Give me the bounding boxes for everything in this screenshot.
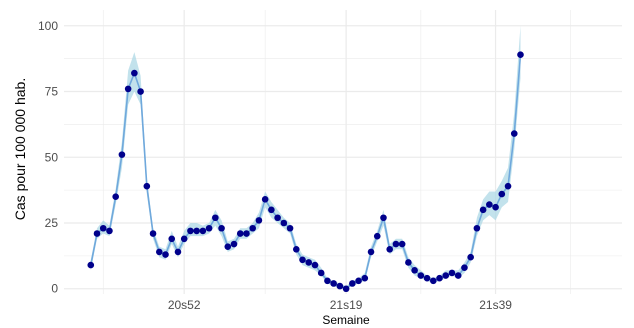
data-point [168, 235, 176, 243]
data-point [498, 190, 506, 198]
data-points [87, 51, 524, 293]
data-point [99, 224, 107, 232]
data-point [486, 201, 493, 208]
data-point [174, 248, 182, 256]
x-axis-title: Semaine [322, 313, 370, 327]
data-point [224, 243, 232, 250]
data-point [367, 248, 375, 256]
data-point [87, 261, 95, 269]
data-point [517, 51, 524, 59]
data-point [430, 277, 437, 285]
data-point [261, 196, 269, 203]
data-point [292, 245, 300, 253]
data-point [274, 214, 281, 222]
data-point [448, 269, 456, 277]
data-point [355, 277, 362, 285]
data-point [436, 274, 443, 282]
data-point [243, 230, 250, 237]
data-point [386, 245, 394, 253]
y-tick-label: 75 [45, 85, 59, 99]
data-point [280, 219, 288, 227]
data-point [137, 88, 144, 95]
x-tick-label: 21s19 [330, 298, 363, 312]
data-point [479, 206, 487, 214]
data-point [118, 151, 126, 158]
data-point [361, 274, 369, 282]
data-point [467, 253, 474, 261]
data-point [299, 256, 306, 264]
y-tick-label: 100 [38, 19, 58, 33]
data-point [349, 280, 356, 287]
x-tick-label: 20s52 [168, 298, 201, 312]
y-tick-label: 0 [51, 282, 58, 296]
data-point [112, 193, 119, 201]
data-point [249, 224, 256, 232]
data-point [510, 130, 518, 137]
data-point [461, 264, 468, 272]
data-point [218, 224, 225, 232]
data-point [255, 217, 263, 224]
data-point [193, 227, 200, 235]
data-point [305, 259, 313, 266]
y-tick-label: 50 [45, 150, 59, 164]
y-axis-title: Cas pour 100 000 hab. [12, 78, 28, 220]
data-point [236, 230, 244, 237]
data-point [155, 248, 163, 256]
data-point [106, 227, 113, 235]
data-point [324, 277, 331, 285]
data-point [504, 182, 512, 190]
data-point [473, 224, 481, 232]
x-tick-label: 21s39 [479, 298, 512, 312]
data-point [286, 224, 294, 232]
y-tick-labels: 0 25 50 75 100 [38, 19, 58, 296]
data-point [342, 285, 350, 293]
data-point [411, 267, 418, 274]
data-point [405, 259, 412, 266]
data-point [454, 272, 462, 279]
data-point [149, 230, 157, 237]
data-point [311, 261, 319, 269]
data-point [180, 235, 188, 243]
data-point [317, 269, 325, 277]
data-point [162, 251, 169, 258]
data-point [373, 232, 381, 240]
grid-layer [64, 10, 622, 294]
data-point [124, 85, 132, 93]
data-point [205, 224, 213, 232]
series-line [89, 54, 522, 290]
data-point [230, 240, 238, 248]
data-point [143, 182, 151, 190]
data-point [442, 272, 450, 279]
data-point [131, 69, 138, 77]
data-point [212, 214, 219, 222]
data-point [187, 227, 194, 235]
data-point [380, 214, 387, 222]
data-point [93, 230, 101, 237]
data-point [417, 272, 425, 279]
data-point [330, 280, 337, 287]
data-point [423, 274, 431, 282]
x-tick-labels: 20s52 21s19 21s39 [168, 298, 512, 312]
y-tick-label: 25 [45, 216, 59, 230]
data-point [398, 240, 406, 248]
data-point [336, 282, 344, 290]
data-point [199, 227, 207, 235]
data-point [268, 206, 275, 214]
data-point [492, 203, 499, 211]
data-point [392, 240, 400, 248]
